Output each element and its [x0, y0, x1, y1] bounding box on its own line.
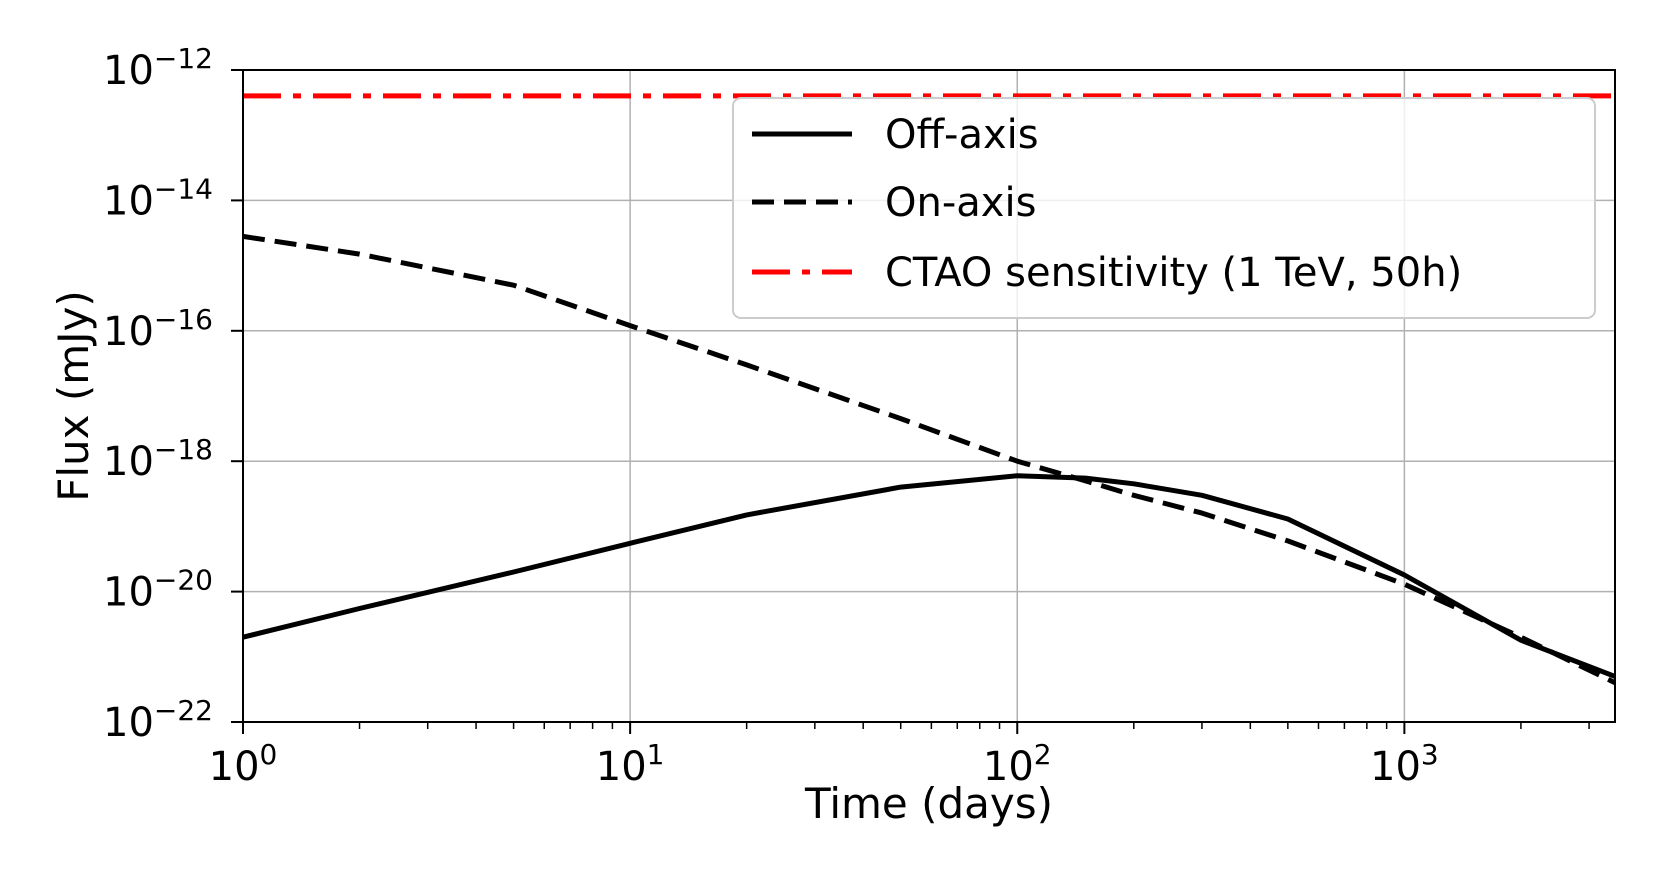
x-tick-label: 103	[1370, 738, 1439, 790]
series-line-on-axis	[242, 233, 1617, 685]
legend-label-on-axis: On-axis	[885, 180, 1036, 226]
axis-ticks	[231, 69, 1590, 734]
y-tick-label: 10−18	[103, 433, 213, 485]
y-tick-label: 10−20	[103, 564, 213, 616]
series-line-off-axis	[242, 473, 1616, 679]
y-tick-label: 10−14	[103, 172, 213, 224]
tick-labels: 100 101 102 103 10−22 10−20 10−18 10−16 10−14 10−…	[103, 42, 1439, 790]
plot-frame	[242, 69, 1616, 723]
legend-box	[732, 97, 1596, 319]
x-tick-label: 101	[596, 738, 665, 790]
y-tick-label: 10−12	[103, 42, 213, 94]
y-axis-label: Flux (mJy)	[49, 290, 98, 502]
data-series	[242, 93, 1617, 685]
x-tick-label: 102	[983, 738, 1052, 790]
legend: Off-axis On-axis CTAO sensitivity (1 TeV…	[732, 97, 1596, 319]
y-tick-label: 10−22	[103, 694, 213, 746]
x-tick-label: 100	[209, 738, 278, 790]
x-axis-label: Time (days)	[804, 779, 1053, 828]
legend-label-off-axis: Off-axis	[885, 112, 1039, 158]
legend-label-ctao: CTAO sensitivity (1 TeV, 50h)	[885, 250, 1462, 296]
y-tick-label: 10−16	[103, 303, 213, 355]
